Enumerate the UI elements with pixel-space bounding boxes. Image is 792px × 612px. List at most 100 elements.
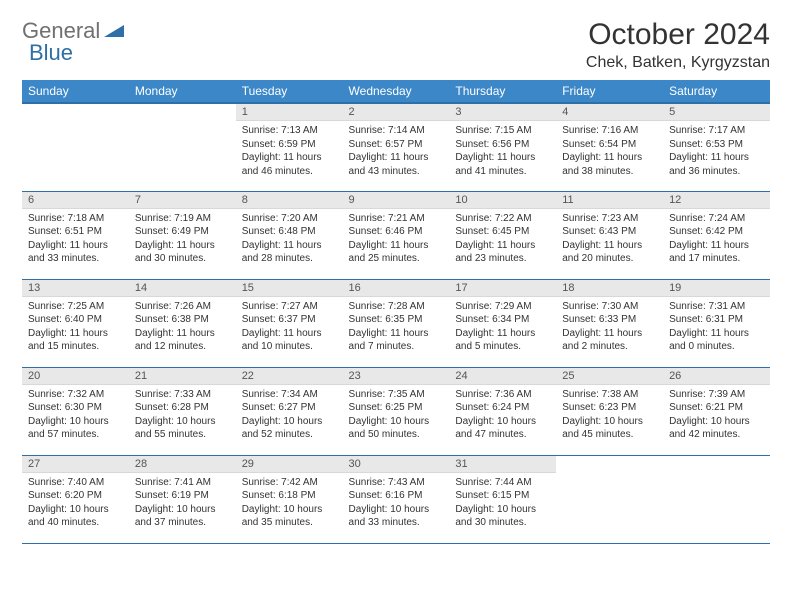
calendar-day-cell: 4Sunrise: 7:16 AMSunset: 6:54 PMDaylight… xyxy=(556,103,663,191)
daylight-text: Daylight: 11 hours and 12 minutes. xyxy=(135,327,230,354)
daylight-text: Daylight: 11 hours and 33 minutes. xyxy=(28,239,123,266)
daylight-text: Daylight: 11 hours and 0 minutes. xyxy=(669,327,764,354)
day-details: Sunrise: 7:36 AMSunset: 6:24 PMDaylight:… xyxy=(449,385,556,445)
day-number: 3 xyxy=(449,104,556,121)
sunset-text: Sunset: 6:23 PM xyxy=(562,401,657,415)
sunset-text: Sunset: 6:30 PM xyxy=(28,401,123,415)
day-number: 10 xyxy=(449,192,556,209)
daylight-text: Daylight: 11 hours and 46 minutes. xyxy=(242,151,337,178)
sunrise-text: Sunrise: 7:25 AM xyxy=(28,300,123,314)
sunrise-text: Sunrise: 7:16 AM xyxy=(562,124,657,138)
day-number: 16 xyxy=(343,280,450,297)
calendar-day-cell: 17Sunrise: 7:29 AMSunset: 6:34 PMDayligh… xyxy=(449,279,556,367)
day-details: Sunrise: 7:13 AMSunset: 6:59 PMDaylight:… xyxy=(236,121,343,181)
calendar-day-cell xyxy=(129,103,236,191)
day-details: Sunrise: 7:18 AMSunset: 6:51 PMDaylight:… xyxy=(22,209,129,269)
brand-part2: Blue xyxy=(29,40,73,65)
sunrise-text: Sunrise: 7:23 AM xyxy=(562,212,657,226)
sunrise-text: Sunrise: 7:40 AM xyxy=(28,476,123,490)
calendar-day-cell: 14Sunrise: 7:26 AMSunset: 6:38 PMDayligh… xyxy=(129,279,236,367)
day-details: Sunrise: 7:17 AMSunset: 6:53 PMDaylight:… xyxy=(663,121,770,181)
daylight-text: Daylight: 11 hours and 28 minutes. xyxy=(242,239,337,266)
sunset-text: Sunset: 6:57 PM xyxy=(349,138,444,152)
daylight-text: Daylight: 10 hours and 40 minutes. xyxy=(28,503,123,530)
day-details: Sunrise: 7:40 AMSunset: 6:20 PMDaylight:… xyxy=(22,473,129,533)
daylight-text: Daylight: 10 hours and 35 minutes. xyxy=(242,503,337,530)
daylight-text: Daylight: 10 hours and 45 minutes. xyxy=(562,415,657,442)
sunset-text: Sunset: 6:24 PM xyxy=(455,401,550,415)
calendar-day-cell: 3Sunrise: 7:15 AMSunset: 6:56 PMDaylight… xyxy=(449,103,556,191)
calendar-day-cell: 25Sunrise: 7:38 AMSunset: 6:23 PMDayligh… xyxy=(556,367,663,455)
daylight-text: Daylight: 10 hours and 33 minutes. xyxy=(349,503,444,530)
sunset-text: Sunset: 6:31 PM xyxy=(669,313,764,327)
calendar-day-cell: 22Sunrise: 7:34 AMSunset: 6:27 PMDayligh… xyxy=(236,367,343,455)
sunset-text: Sunset: 6:19 PM xyxy=(135,489,230,503)
sunrise-text: Sunrise: 7:21 AM xyxy=(349,212,444,226)
sunset-text: Sunset: 6:35 PM xyxy=(349,313,444,327)
calendar-day-cell xyxy=(556,455,663,543)
calendar-day-cell: 27Sunrise: 7:40 AMSunset: 6:20 PMDayligh… xyxy=(22,455,129,543)
sunrise-text: Sunrise: 7:29 AM xyxy=(455,300,550,314)
sunrise-text: Sunrise: 7:28 AM xyxy=(349,300,444,314)
calendar-day-cell: 12Sunrise: 7:24 AMSunset: 6:42 PMDayligh… xyxy=(663,191,770,279)
daylight-text: Daylight: 11 hours and 20 minutes. xyxy=(562,239,657,266)
sunrise-text: Sunrise: 7:38 AM xyxy=(562,388,657,402)
day-details: Sunrise: 7:15 AMSunset: 6:56 PMDaylight:… xyxy=(449,121,556,181)
sunset-text: Sunset: 6:46 PM xyxy=(349,225,444,239)
day-details: Sunrise: 7:32 AMSunset: 6:30 PMDaylight:… xyxy=(22,385,129,445)
weekday-header: Friday xyxy=(556,80,663,103)
daylight-text: Daylight: 11 hours and 36 minutes. xyxy=(669,151,764,178)
calendar-week-row: 6Sunrise: 7:18 AMSunset: 6:51 PMDaylight… xyxy=(22,191,770,279)
weekday-header: Sunday xyxy=(22,80,129,103)
daylight-text: Daylight: 10 hours and 42 minutes. xyxy=(669,415,764,442)
day-number: 8 xyxy=(236,192,343,209)
weekday-row: SundayMondayTuesdayWednesdayThursdayFrid… xyxy=(22,80,770,103)
day-details: Sunrise: 7:27 AMSunset: 6:37 PMDaylight:… xyxy=(236,297,343,357)
day-number: 4 xyxy=(556,104,663,121)
calendar-day-cell: 11Sunrise: 7:23 AMSunset: 6:43 PMDayligh… xyxy=(556,191,663,279)
calendar-day-cell: 29Sunrise: 7:42 AMSunset: 6:18 PMDayligh… xyxy=(236,455,343,543)
calendar-day-cell: 28Sunrise: 7:41 AMSunset: 6:19 PMDayligh… xyxy=(129,455,236,543)
sunrise-text: Sunrise: 7:24 AM xyxy=(669,212,764,226)
day-details: Sunrise: 7:39 AMSunset: 6:21 PMDaylight:… xyxy=(663,385,770,445)
day-details: Sunrise: 7:34 AMSunset: 6:27 PMDaylight:… xyxy=(236,385,343,445)
weekday-header: Saturday xyxy=(663,80,770,103)
calendar-day-cell: 2Sunrise: 7:14 AMSunset: 6:57 PMDaylight… xyxy=(343,103,450,191)
daylight-text: Daylight: 10 hours and 50 minutes. xyxy=(349,415,444,442)
calendar-day-cell: 21Sunrise: 7:33 AMSunset: 6:28 PMDayligh… xyxy=(129,367,236,455)
daylight-text: Daylight: 10 hours and 30 minutes. xyxy=(455,503,550,530)
sunrise-text: Sunrise: 7:14 AM xyxy=(349,124,444,138)
day-details: Sunrise: 7:21 AMSunset: 6:46 PMDaylight:… xyxy=(343,209,450,269)
calendar-day-cell: 9Sunrise: 7:21 AMSunset: 6:46 PMDaylight… xyxy=(343,191,450,279)
calendar-week-row: 13Sunrise: 7:25 AMSunset: 6:40 PMDayligh… xyxy=(22,279,770,367)
sunrise-text: Sunrise: 7:26 AM xyxy=(135,300,230,314)
sunset-text: Sunset: 6:18 PM xyxy=(242,489,337,503)
day-number: 31 xyxy=(449,456,556,473)
weekday-header: Monday xyxy=(129,80,236,103)
day-details: Sunrise: 7:29 AMSunset: 6:34 PMDaylight:… xyxy=(449,297,556,357)
title-block: October 2024 Chek, Batken, Kyrgyzstan xyxy=(586,18,770,72)
sunset-text: Sunset: 6:59 PM xyxy=(242,138,337,152)
daylight-text: Daylight: 11 hours and 41 minutes. xyxy=(455,151,550,178)
day-details: Sunrise: 7:25 AMSunset: 6:40 PMDaylight:… xyxy=(22,297,129,357)
calendar-table: SundayMondayTuesdayWednesdayThursdayFrid… xyxy=(22,80,770,544)
day-details: Sunrise: 7:35 AMSunset: 6:25 PMDaylight:… xyxy=(343,385,450,445)
sunrise-text: Sunrise: 7:33 AM xyxy=(135,388,230,402)
sunset-text: Sunset: 6:45 PM xyxy=(455,225,550,239)
calendar-head: SundayMondayTuesdayWednesdayThursdayFrid… xyxy=(22,80,770,103)
day-number: 26 xyxy=(663,368,770,385)
page-header: General October 2024 Chek, Batken, Kyrgy… xyxy=(22,18,770,72)
day-details: Sunrise: 7:41 AMSunset: 6:19 PMDaylight:… xyxy=(129,473,236,533)
sunrise-text: Sunrise: 7:27 AM xyxy=(242,300,337,314)
day-number: 2 xyxy=(343,104,450,121)
day-number: 22 xyxy=(236,368,343,385)
calendar-week-row: 20Sunrise: 7:32 AMSunset: 6:30 PMDayligh… xyxy=(22,367,770,455)
day-number: 17 xyxy=(449,280,556,297)
sunset-text: Sunset: 6:38 PM xyxy=(135,313,230,327)
calendar-day-cell: 15Sunrise: 7:27 AMSunset: 6:37 PMDayligh… xyxy=(236,279,343,367)
day-details: Sunrise: 7:42 AMSunset: 6:18 PMDaylight:… xyxy=(236,473,343,533)
daylight-text: Daylight: 10 hours and 47 minutes. xyxy=(455,415,550,442)
weekday-header: Tuesday xyxy=(236,80,343,103)
day-number: 9 xyxy=(343,192,450,209)
weekday-header: Wednesday xyxy=(343,80,450,103)
